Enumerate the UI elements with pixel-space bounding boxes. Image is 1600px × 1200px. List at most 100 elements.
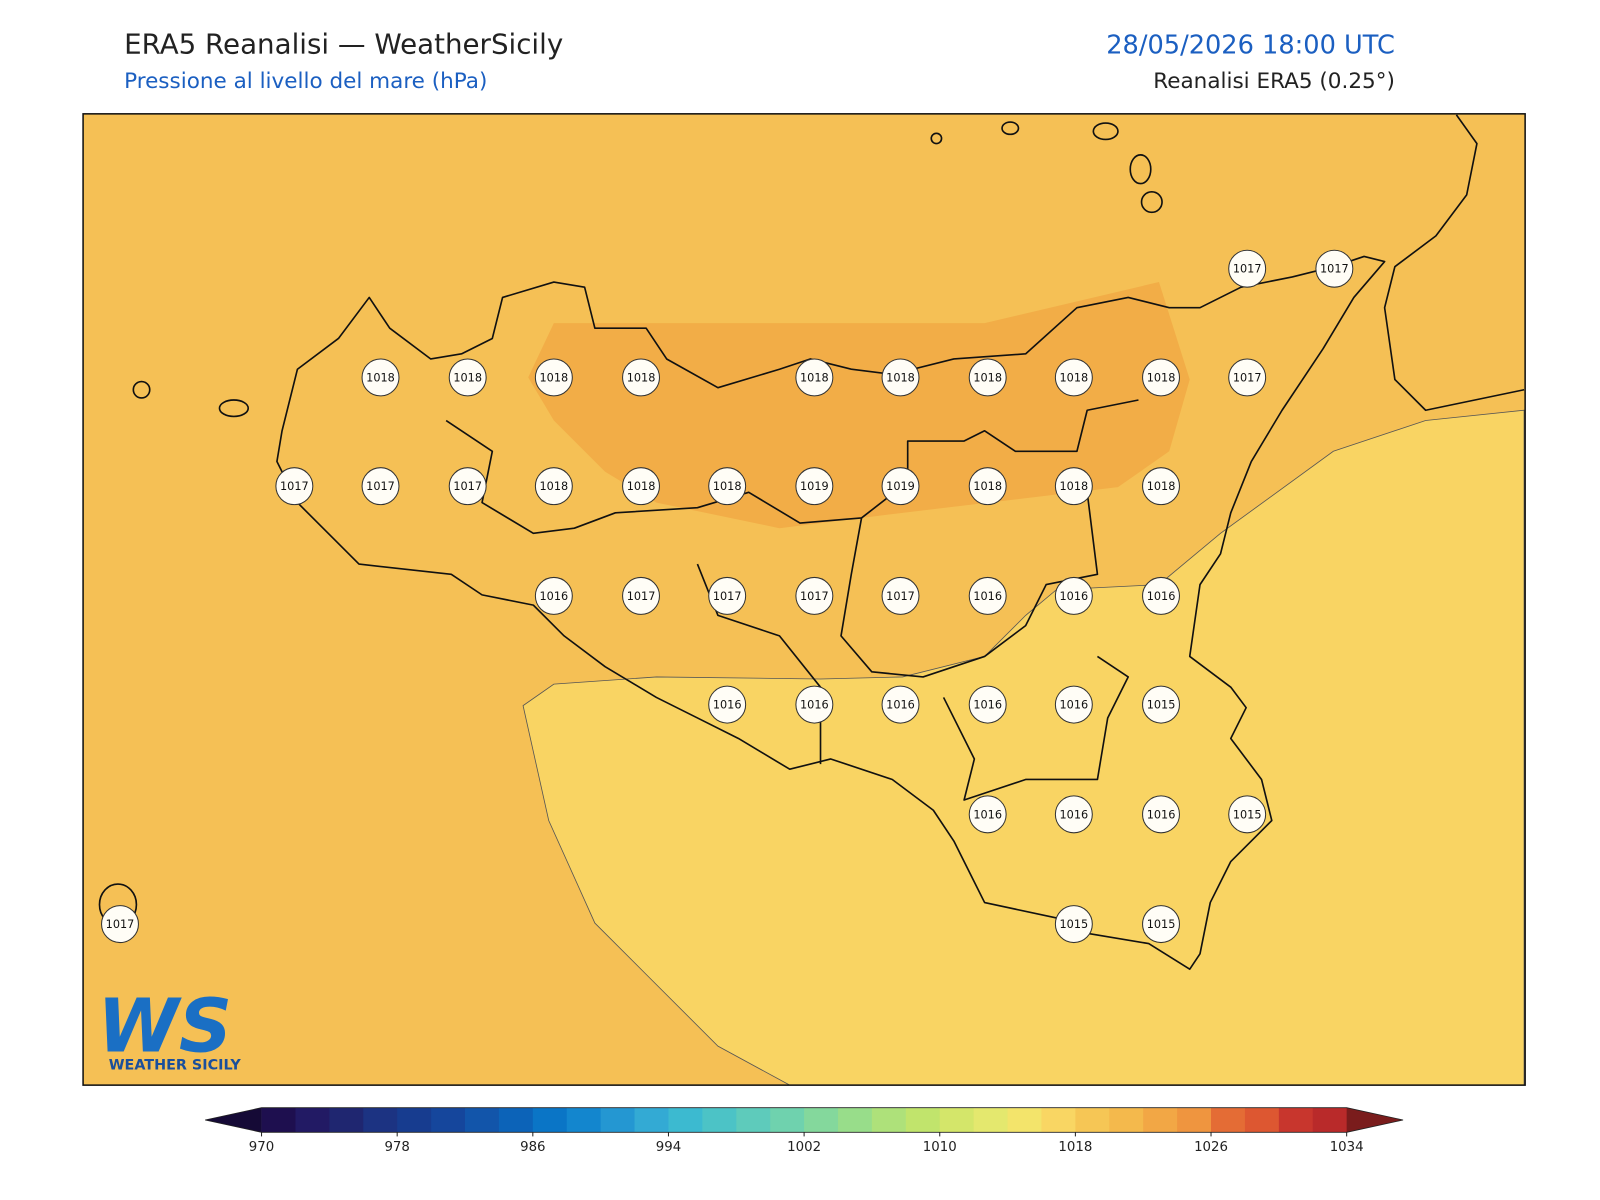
province-border <box>445 399 1139 535</box>
colorbar-segment <box>431 1107 466 1133</box>
station: 1016 <box>881 685 920 724</box>
colorbar-segment <box>973 1107 1009 1133</box>
colorbar-extend-low <box>205 1107 262 1133</box>
source: Reanalisi ERA5 (0.25°) <box>1153 69 1395 94</box>
valid-time: 28/05/2026 18:00 UTC <box>1106 30 1395 60</box>
station: 1018 <box>622 467 660 506</box>
station-value: 1018 <box>540 480 569 493</box>
station-value: 1016 <box>800 699 829 712</box>
colorbar: 970 978 986 994 1002 1010 1018 1026 1034 <box>205 1107 1404 1155</box>
station-marker <box>881 358 920 397</box>
station-value: 1018 <box>540 371 569 384</box>
station: 1016 <box>1054 576 1093 615</box>
calabria-coastline <box>1383 114 1525 412</box>
station-marker <box>708 685 747 724</box>
station-value: 1017 <box>886 590 915 603</box>
station-value: 1018 <box>973 371 1002 384</box>
station: 1016 <box>1054 795 1093 834</box>
pressure-area-high <box>528 282 1190 529</box>
station-marker <box>448 358 487 397</box>
colorbar-segment <box>566 1107 602 1133</box>
station: 1016 <box>795 685 834 724</box>
station-marker <box>361 467 400 506</box>
station: 1019 <box>795 467 834 506</box>
station-marker <box>881 576 920 615</box>
colorbar-segment <box>838 1107 873 1133</box>
station-marker <box>622 358 660 397</box>
station-value: 1017 <box>366 480 395 493</box>
station-marker <box>968 467 1007 506</box>
station-value: 1017 <box>106 918 135 931</box>
station-marker <box>1054 576 1093 615</box>
colorbar-segment <box>1075 1107 1110 1133</box>
station-marker <box>1228 249 1267 288</box>
station: 1016 <box>534 576 573 615</box>
station-marker <box>708 467 747 506</box>
station-marker <box>795 358 834 397</box>
station: 1018 <box>448 358 487 397</box>
station-value: 1017 <box>1320 263 1349 276</box>
station-value: 1017 <box>453 480 482 493</box>
station-marker <box>795 576 834 615</box>
colorbar-segment <box>1278 1107 1314 1133</box>
station-marker <box>1142 576 1180 615</box>
station: 1018 <box>881 358 920 397</box>
colorbar-segment <box>939 1107 975 1133</box>
colorbar-tick-label: 1026 <box>1194 1140 1228 1155</box>
station: 1017 <box>361 467 400 506</box>
station: 1017 <box>1228 358 1267 397</box>
station-marker <box>795 685 834 724</box>
colorbar-tick-label: 1010 <box>923 1140 957 1155</box>
station-value: 1016 <box>713 699 742 712</box>
station-value: 1016 <box>1147 590 1176 603</box>
sicily-coastline <box>276 255 1386 971</box>
station: 1019 <box>881 467 920 506</box>
station: 1016 <box>1142 576 1180 615</box>
title: ERA5 Reanalisi — WeatherSicily <box>124 27 563 60</box>
station-value: 1016 <box>973 590 1002 603</box>
colorbar-segment <box>532 1107 568 1133</box>
station-marker <box>1054 467 1093 506</box>
colorbar-segment <box>1007 1107 1042 1133</box>
station-value: 1018 <box>800 371 829 384</box>
station-marker <box>968 576 1007 615</box>
station-marker <box>1054 795 1093 834</box>
station-marker <box>881 685 920 724</box>
station-marker <box>622 467 660 506</box>
station-value: 1018 <box>1147 480 1176 493</box>
station-marker <box>1142 467 1180 506</box>
station: 1016 <box>708 685 747 724</box>
station-value: 1017 <box>1233 371 1262 384</box>
station-marker <box>1054 905 1093 944</box>
colorbar-segment <box>1312 1107 1348 1133</box>
station-marker <box>968 685 1007 724</box>
map-area: 1017 1017 1018 1018 1018 1018 1018 1018 1018 1018… <box>83 113 1526 1086</box>
station-value: 1016 <box>1060 590 1089 603</box>
station: 1018 <box>968 467 1007 506</box>
station: 1017 <box>275 467 314 506</box>
island <box>132 380 151 399</box>
station: 1018 <box>1142 467 1180 506</box>
colorbar-segment <box>871 1107 907 1133</box>
colorbar-segment <box>634 1107 669 1133</box>
island <box>1129 154 1152 185</box>
station-value: 1018 <box>973 480 1002 493</box>
station-value: 1015 <box>1233 808 1262 821</box>
province-border <box>942 655 1130 801</box>
colorbar-segment <box>397 1107 432 1133</box>
station-value: 1016 <box>540 590 569 603</box>
station: 1018 <box>1142 358 1180 397</box>
colorbar-tick-label: 986 <box>520 1140 545 1155</box>
colorbar-tick-label: 978 <box>384 1140 409 1155</box>
island <box>930 132 943 145</box>
station-marker <box>361 358 400 397</box>
colorbar-tick-label: 994 <box>656 1140 681 1155</box>
station: 1018 <box>361 358 400 397</box>
station: 1016 <box>968 685 1007 724</box>
station: 1018 <box>1054 467 1093 506</box>
colorbar-tick-label: 1002 <box>787 1140 821 1155</box>
station-marker <box>1228 795 1267 834</box>
colorbar-segment <box>261 1107 296 1133</box>
station: 1018 <box>1054 358 1093 397</box>
